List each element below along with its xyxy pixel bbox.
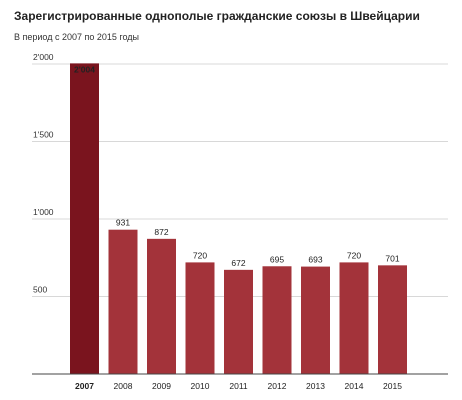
value-label: 695 (270, 254, 284, 264)
x-tick-label: 2014 (345, 381, 364, 391)
y-tick-label: 1'500 (33, 130, 54, 140)
chart-title: Зарегистрированные однополые гражданские… (14, 9, 420, 23)
y-tick-label: 1'000 (33, 207, 54, 217)
value-label: 872 (154, 227, 168, 237)
value-label: 720 (347, 250, 361, 260)
bar (262, 266, 292, 374)
x-axis-ticks: 2007 2008 2009 2010 2011 2012 2013 2014 2015 (75, 381, 402, 391)
x-tick-label: 2008 (114, 381, 133, 391)
value-label: 2'004 (74, 64, 95, 74)
x-tick-label: 2007 (75, 381, 94, 391)
value-label: 693 (308, 255, 322, 265)
x-tick-label: 2012 (268, 381, 287, 391)
y-tick-label: 2'000 (33, 52, 54, 62)
value-label: 701 (385, 253, 399, 263)
bar (378, 265, 407, 374)
value-label: 720 (193, 250, 207, 260)
bar (339, 262, 369, 374)
value-label: 931 (116, 218, 130, 228)
bar (185, 262, 215, 374)
bar (147, 238, 176, 374)
value-labels: 2'004 931 872 720 672 695 693 720 701 (74, 64, 400, 267)
value-label: 672 (231, 258, 245, 268)
y-tick-label: 500 (33, 285, 47, 295)
bar (70, 63, 99, 374)
x-tick-label: 2013 (306, 381, 325, 391)
bars (70, 63, 407, 374)
bar (301, 266, 330, 374)
x-tick-label: 2011 (229, 381, 248, 391)
chart-subtitle: В период с 2007 по 2015 годы (14, 32, 140, 42)
x-tick-label: 2010 (191, 381, 210, 391)
x-tick-label: 2015 (383, 381, 402, 391)
y-axis-ticks: 500 1'000 1'500 2'000 (33, 52, 54, 295)
bar (224, 269, 253, 374)
x-tick-label: 2009 (152, 381, 171, 391)
bar (108, 229, 138, 374)
